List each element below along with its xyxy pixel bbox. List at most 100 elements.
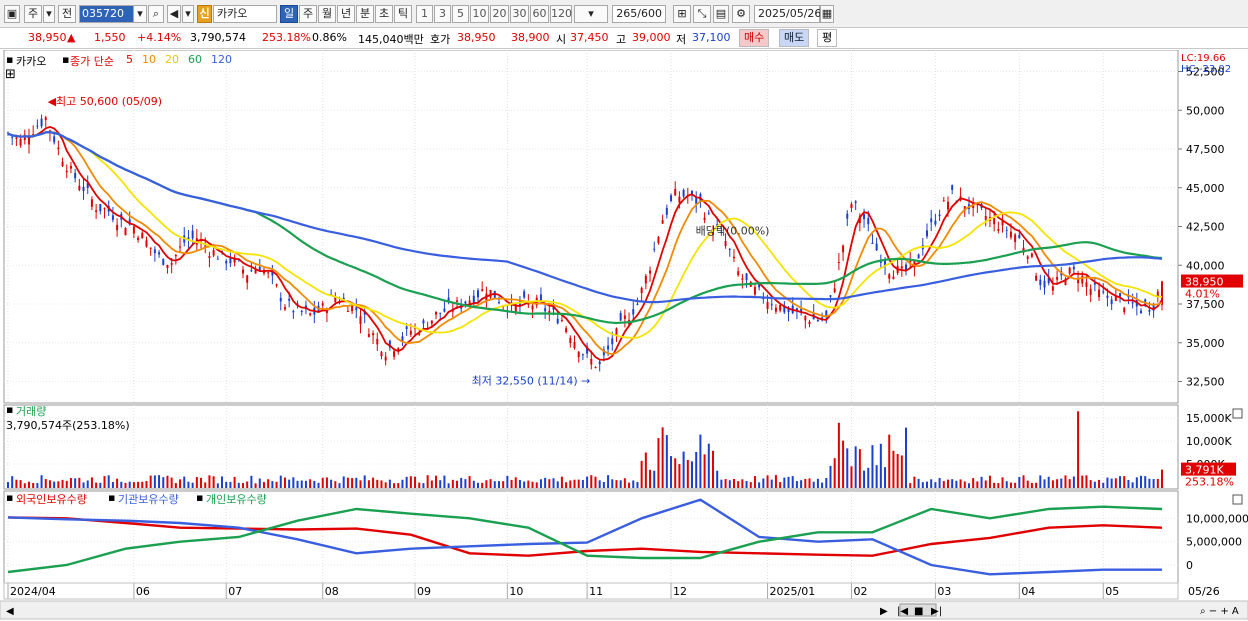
volume-bar bbox=[430, 480, 433, 488]
ma-legend-item: 20 bbox=[165, 53, 179, 66]
volume-bar bbox=[216, 483, 219, 488]
panel-toggle-icon[interactable]: ▪ bbox=[6, 53, 14, 66]
volume-bar bbox=[418, 482, 421, 488]
candle bbox=[653, 248, 656, 250]
calendar-icon[interactable]: ▦ bbox=[820, 5, 834, 23]
speaker-dropdown-icon[interactable]: ▾ bbox=[182, 5, 194, 23]
volume-bar bbox=[204, 482, 207, 488]
interval-button-30[interactable]: 30 bbox=[510, 5, 529, 23]
period-tab-weekly[interactable]: 주 bbox=[299, 5, 317, 23]
volume-bar bbox=[686, 460, 689, 488]
candle bbox=[942, 200, 945, 202]
chart-setting-icon[interactable]: ⊞ bbox=[673, 5, 691, 23]
panel-toggle-icon[interactable]: ▪ bbox=[196, 491, 204, 504]
volume-bar bbox=[221, 476, 224, 488]
interval-button-20[interactable]: 20 bbox=[490, 5, 509, 23]
volume-bar bbox=[821, 482, 824, 488]
type-select[interactable]: 주 bbox=[24, 5, 42, 23]
scroll-thumb bbox=[899, 603, 937, 617]
stock-code-input[interactable]: 035720 bbox=[79, 5, 137, 23]
period-tab-daily[interactable]: 일 bbox=[280, 5, 298, 23]
speaker-icon[interactable]: ◀ bbox=[167, 5, 181, 23]
period-tab-second[interactable]: 초 bbox=[375, 5, 393, 23]
volume-bar bbox=[170, 477, 173, 488]
x-tick-label: 10 bbox=[509, 585, 523, 598]
interval-button-10[interactable]: 10 bbox=[470, 5, 489, 23]
candle bbox=[787, 308, 790, 313]
period-tab-monthly[interactable]: 월 bbox=[318, 5, 336, 23]
interval-button-3[interactable]: 3 bbox=[434, 5, 451, 23]
volume-bar bbox=[942, 481, 945, 488]
current-volume-pct: 253.18% bbox=[1185, 476, 1234, 489]
volume-bar bbox=[468, 476, 471, 488]
candle bbox=[531, 305, 534, 310]
period-tab-minute[interactable]: 분 bbox=[356, 5, 374, 23]
candle bbox=[44, 117, 47, 120]
volume-bar bbox=[535, 482, 538, 488]
candle bbox=[430, 320, 433, 324]
eval-button[interactable]: 평 bbox=[817, 29, 838, 47]
save-icon[interactable]: ▤ bbox=[713, 5, 729, 23]
volume-bar bbox=[602, 481, 605, 488]
interval-button-60[interactable]: 60 bbox=[530, 5, 549, 23]
candle bbox=[1072, 266, 1075, 270]
panel-toggle-icon[interactable]: ▪ bbox=[62, 53, 70, 66]
volume-bar bbox=[124, 482, 127, 488]
candle bbox=[523, 291, 526, 298]
stock-name-field[interactable]: 카카오 bbox=[213, 5, 277, 23]
volume-bar bbox=[1035, 482, 1038, 488]
grid-toggle-icon[interactable]: ⊞ bbox=[5, 67, 16, 82]
interval-button-5[interactable]: 5 bbox=[452, 5, 469, 23]
candle bbox=[309, 313, 312, 316]
candle bbox=[137, 237, 140, 240]
volume-bar bbox=[1135, 477, 1138, 488]
holdings-panel bbox=[3, 490, 1179, 584]
volume-bar bbox=[15, 479, 18, 488]
stock-chart[interactable]: 52,500 50,000 47,500 45,000 42,500 40,000 37,5… bbox=[0, 49, 1248, 621]
interval-dropdown[interactable]: ▾ bbox=[574, 5, 608, 23]
volume-bar bbox=[1098, 479, 1101, 488]
volume-bar bbox=[590, 475, 593, 488]
sell-button[interactable]: 매도 bbox=[779, 29, 810, 47]
volume-bar bbox=[149, 475, 152, 488]
volume-bar bbox=[871, 445, 874, 488]
chart-area[interactable]: 52,500 50,000 47,500 45,000 42,500 40,000 37,5… bbox=[0, 49, 1248, 621]
quote-label: 호가 bbox=[430, 33, 451, 46]
holdings-line bbox=[7, 505, 1163, 574]
volume-bar bbox=[1043, 479, 1046, 488]
data-count-field[interactable]: 265/600 bbox=[612, 5, 666, 23]
candle bbox=[632, 309, 635, 315]
panel-toggle-icon[interactable]: ▪ bbox=[6, 403, 14, 416]
draw-tool-icon[interactable]: ⤡ bbox=[693, 5, 711, 23]
candle bbox=[187, 237, 190, 241]
panel-toggle-icon[interactable]: ▪ bbox=[6, 491, 14, 504]
interval-button-120[interactable]: 120 bbox=[550, 5, 572, 23]
volume-bar bbox=[1014, 482, 1017, 488]
candle bbox=[779, 304, 782, 311]
candle bbox=[544, 308, 547, 312]
market-select[interactable]: 전 bbox=[58, 5, 76, 23]
window-icon[interactable]: ▣ bbox=[4, 5, 20, 23]
date-field[interactable]: 2025/05/26 bbox=[754, 5, 821, 23]
volume-bar bbox=[384, 482, 387, 488]
volume-bar bbox=[682, 451, 685, 488]
volume-bar bbox=[229, 481, 232, 488]
buy-button[interactable]: 매수 bbox=[739, 29, 770, 47]
volume-bar bbox=[1018, 476, 1021, 488]
search-icon[interactable]: ⌕ bbox=[148, 5, 164, 23]
period-tab-yearly[interactable]: 년 bbox=[337, 5, 355, 23]
period-tab-tick[interactable]: 틱 bbox=[394, 5, 412, 23]
code-dropdown-icon[interactable]: ▾ bbox=[133, 5, 147, 23]
panel-toggle-icon[interactable]: ▪ bbox=[108, 491, 116, 504]
volume-bar bbox=[36, 483, 39, 488]
interval-button-1[interactable]: 1 bbox=[416, 5, 433, 23]
type-dropdown-icon[interactable]: ▾ bbox=[43, 5, 55, 23]
candle bbox=[246, 275, 249, 283]
candle bbox=[124, 228, 127, 236]
volume-bar bbox=[544, 477, 547, 488]
gear-icon[interactable]: ⚙ bbox=[732, 5, 750, 23]
candle bbox=[279, 297, 282, 302]
x-tick-label: 05 bbox=[1105, 585, 1119, 598]
volume-bar bbox=[313, 480, 316, 488]
volume-bar bbox=[137, 481, 140, 488]
